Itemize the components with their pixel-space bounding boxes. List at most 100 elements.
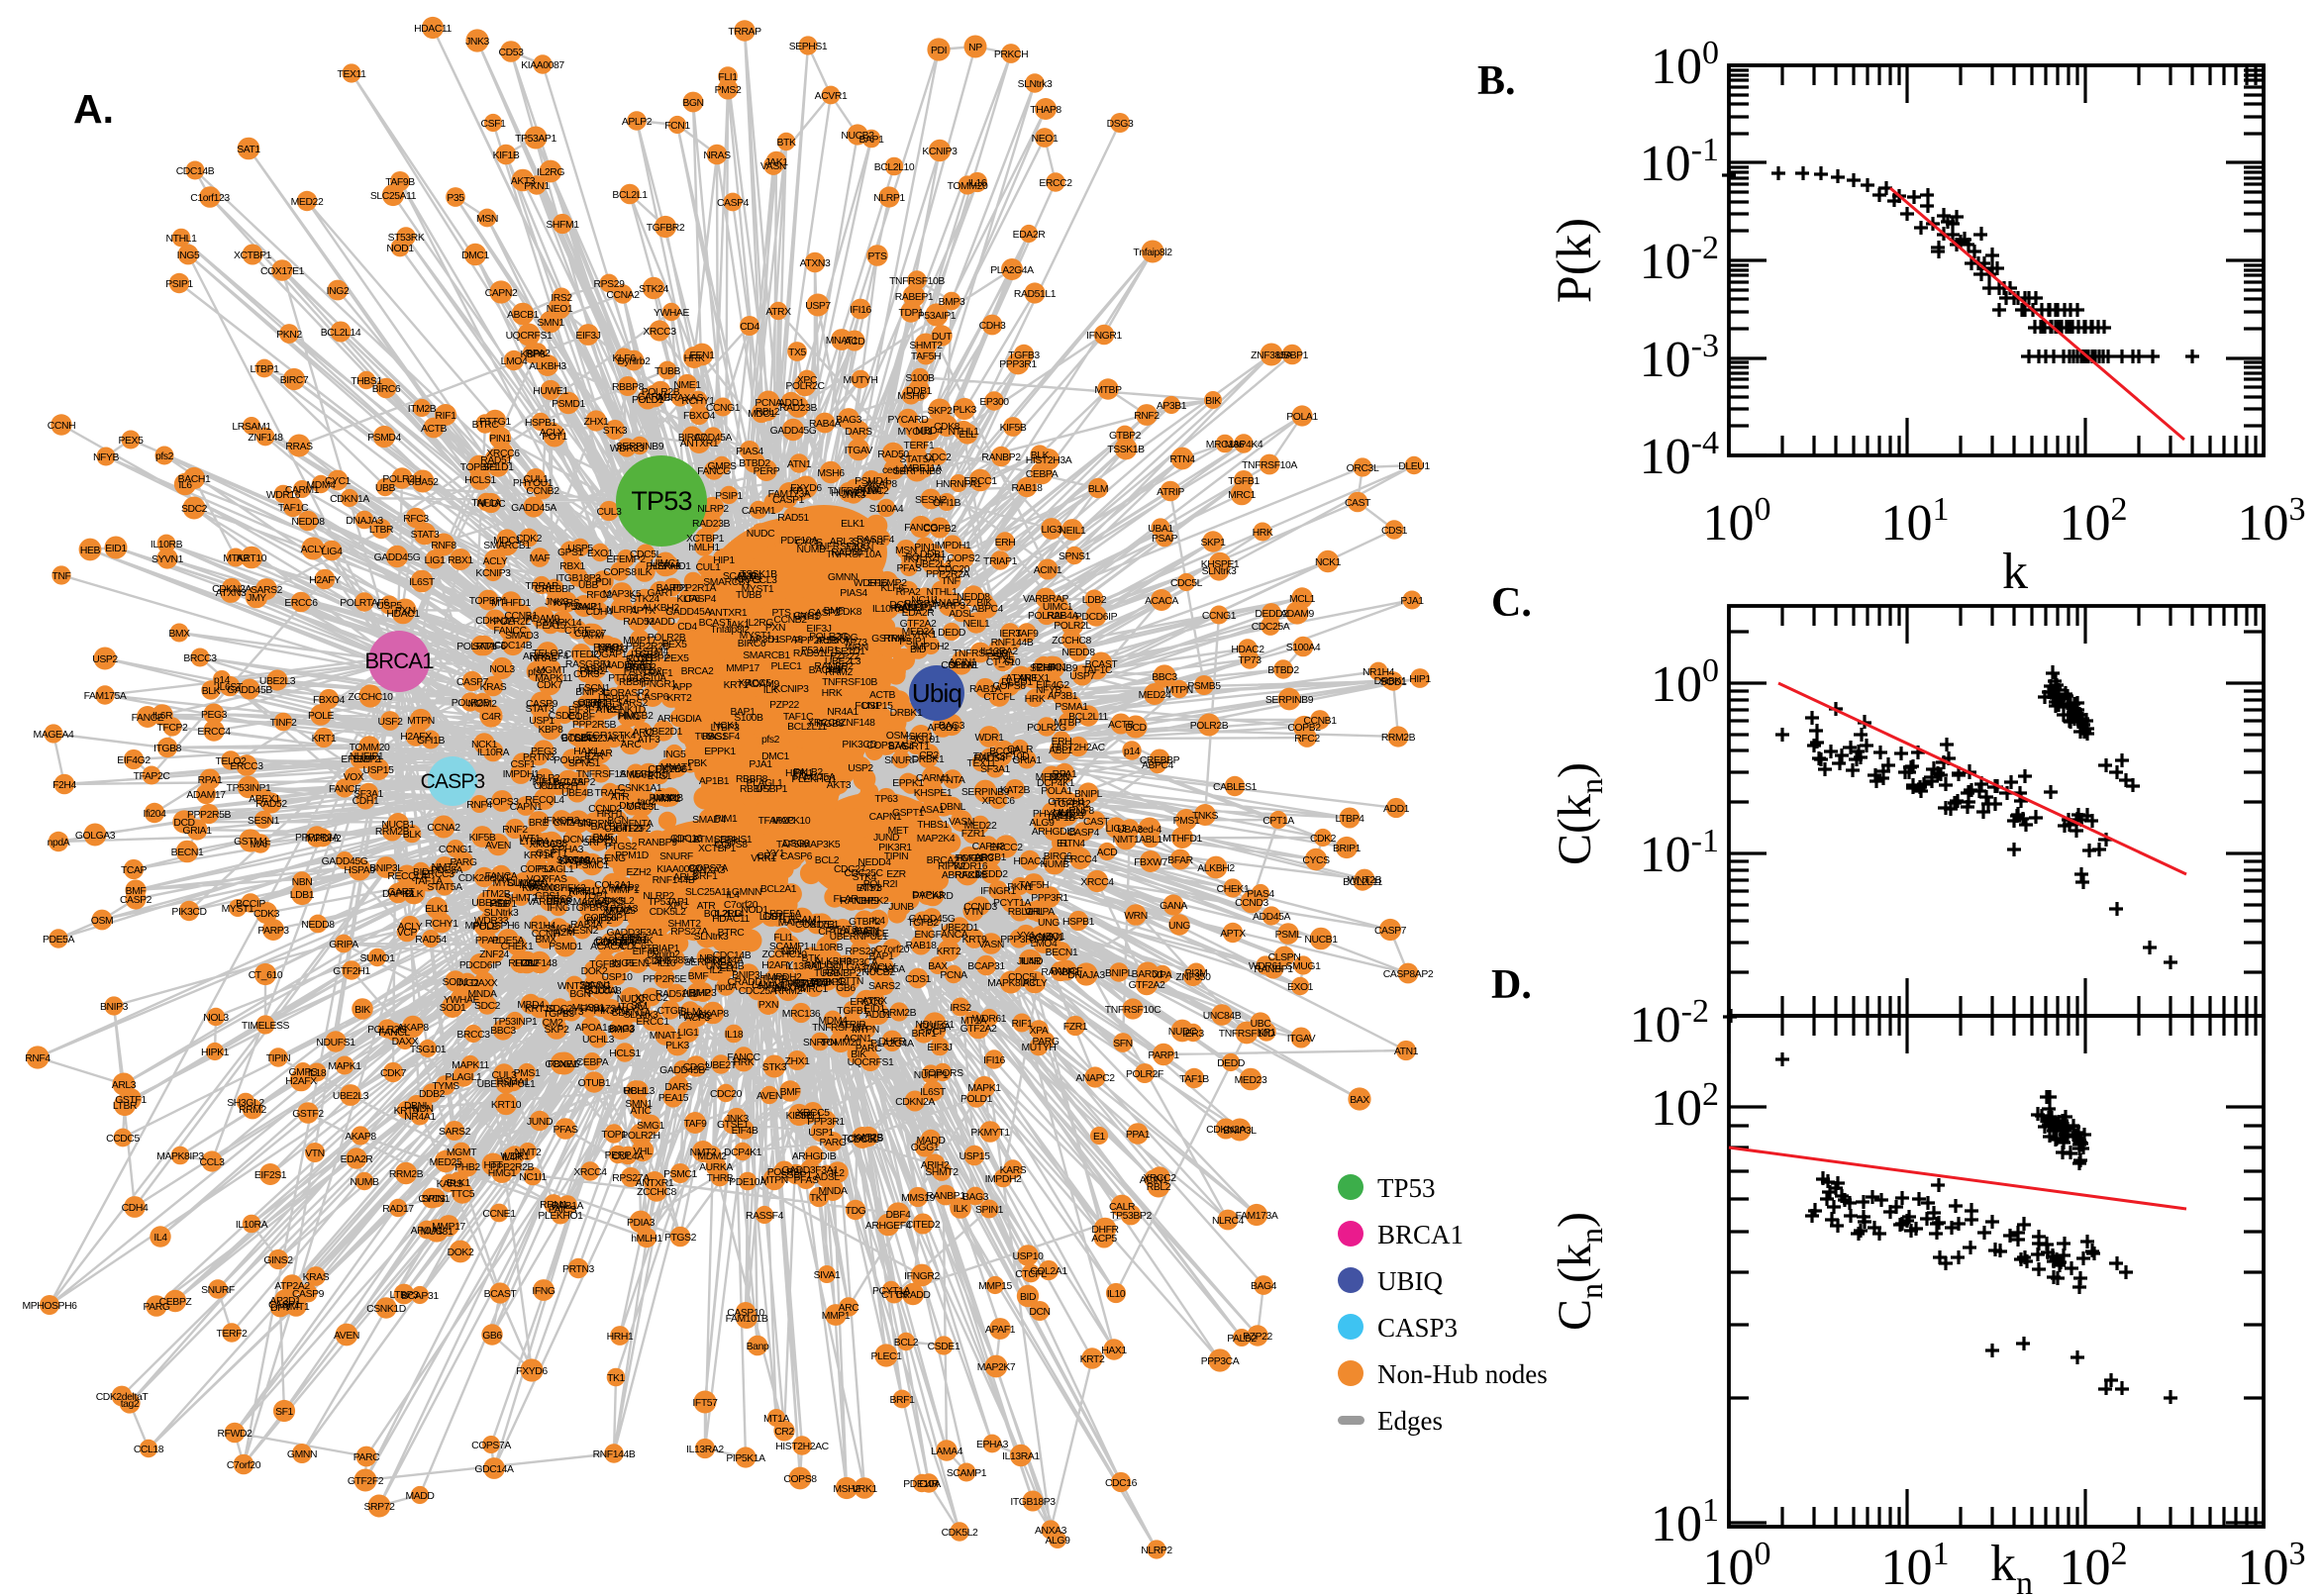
svg-text:ATM: ATM: [693, 835, 713, 846]
svg-text:ITGB8: ITGB8: [153, 744, 182, 754]
svg-text:CDS1: CDS1: [1381, 526, 1408, 537]
svg-text:KIF1B: KIF1B: [493, 150, 520, 161]
svg-text:COPS7A: COPS7A: [866, 741, 906, 751]
svg-text:XCTBP1: XCTBP1: [234, 250, 272, 261]
svg-text:ZCCHC8: ZCCHC8: [1052, 636, 1091, 647]
svg-text:MNDA: MNDA: [819, 1186, 848, 1197]
svg-text:PLEKHO1: PLEKHO1: [646, 561, 691, 572]
svg-text:YWHAE: YWHAE: [654, 308, 690, 319]
svg-text:TOPORS: TOPORS: [922, 1068, 963, 1079]
svg-text:TAF1C: TAF1C: [278, 503, 309, 514]
svg-text:PALB2: PALB2: [793, 767, 823, 778]
svg-text:CASP6: CASP6: [780, 851, 813, 862]
svg-text:UQCRFS1: UQCRFS1: [506, 331, 553, 342]
svg-text:PTGS2: PTGS2: [605, 842, 638, 852]
svg-text:NUDC: NUDC: [747, 529, 775, 540]
svg-text:TUBG1: TUBG1: [695, 732, 728, 743]
svg-text:CREBBP: CREBBP: [1140, 755, 1180, 766]
svg-text:RAD23B: RAD23B: [692, 519, 730, 530]
svg-text:ACTB: ACTB: [421, 424, 448, 435]
svg-text:TCAP: TCAP: [121, 865, 148, 876]
svg-text:NLRP2: NLRP2: [1141, 1546, 1172, 1556]
svg-text:MMS19: MMS19: [901, 1193, 935, 1204]
svg-text:UBE4B: UBE4B: [561, 788, 594, 799]
svg-text:SUMO1: SUMO1: [360, 953, 396, 964]
svg-text:SMAD3: SMAD3: [505, 631, 539, 642]
svg-text:NOD1: NOD1: [741, 905, 768, 916]
svg-text:PLAGL1: PLAGL1: [446, 1072, 483, 1083]
svg-text:MAPK10: MAPK10: [772, 816, 811, 827]
svg-text:BMF: BMF: [126, 886, 147, 897]
svg-text:DCD: DCD: [1125, 723, 1146, 734]
svg-text:GRIPA: GRIPA: [329, 940, 358, 950]
svg-text:POLR2F: POLR2F: [1126, 1069, 1163, 1080]
svg-text:SKP2: SKP2: [928, 406, 954, 417]
svg-text:BRE: BRE: [529, 818, 550, 829]
svg-text:P35: P35: [447, 193, 464, 204]
svg-text:MAF: MAF: [530, 553, 551, 564]
svg-text:KRT1: KRT1: [312, 734, 337, 745]
svg-text:HIP1: HIP1: [713, 555, 735, 566]
svg-text:UBA3: UBA3: [546, 896, 571, 907]
svg-text:Ifi204: Ifi204: [143, 809, 166, 820]
svg-text:SESN1: SESN1: [248, 816, 280, 827]
svg-text:LRSAM1: LRSAM1: [232, 422, 271, 433]
svg-text:TERF2: TERF2: [217, 1329, 249, 1340]
svg-text:CASP7: CASP7: [456, 677, 489, 688]
svg-text:ACACA: ACACA: [1145, 596, 1178, 607]
svg-text:MAP3K5: MAP3K5: [603, 589, 642, 600]
svg-text:CM2: CM2: [554, 818, 574, 829]
svg-text:ACP5: ACP5: [1091, 1234, 1117, 1245]
svg-text:RIF1: RIF1: [436, 411, 457, 422]
svg-text:MAPK1: MAPK1: [967, 1083, 1001, 1094]
svg-text:BAG3: BAG3: [962, 1192, 989, 1203]
svg-text:TP53: TP53: [1377, 1173, 1436, 1203]
svg-text:ARC: ARC: [839, 1303, 860, 1314]
svg-text:IL10RA: IL10RA: [477, 748, 510, 758]
svg-text:CDS1: CDS1: [905, 974, 932, 985]
svg-text:RTN4: RTN4: [1169, 454, 1195, 465]
svg-text:EZR: EZR: [584, 751, 604, 762]
svg-text:TGFBR2: TGFBR2: [647, 223, 685, 234]
svg-text:CASP3: CASP3: [1377, 1313, 1458, 1343]
svg-text:S100B: S100B: [905, 373, 935, 384]
svg-text:FANCF: FANCF: [329, 784, 360, 795]
svg-text:E1: E1: [1093, 1132, 1106, 1143]
svg-text:NOL3: NOL3: [489, 664, 515, 675]
svg-text:COPS2: COPS2: [614, 933, 648, 944]
svg-text:CDC25A: CDC25A: [1252, 622, 1290, 633]
svg-text:VCP: VCP: [397, 928, 418, 939]
svg-text:PDIA3: PDIA3: [627, 1218, 656, 1229]
svg-text:PPP3R1: PPP3R1: [999, 359, 1037, 370]
svg-text:FLI1: FLI1: [773, 933, 793, 944]
svg-text:TNFRSF10A: TNFRSF10A: [1242, 460, 1297, 471]
svg-text:NEIL1: NEIL1: [1060, 526, 1086, 537]
svg-text:MYST1: MYST1: [222, 904, 254, 915]
svg-text:NOD1: NOD1: [386, 244, 414, 254]
svg-text:GSTF2: GSTF2: [292, 1109, 324, 1120]
svg-text:HSPB1: HSPB1: [1062, 917, 1095, 928]
svg-text:ACD: ACD: [1097, 848, 1118, 858]
svg-text:MED24: MED24: [1139, 690, 1171, 701]
svg-text:GADD45G: GADD45G: [374, 552, 421, 563]
svg-text:COPS6: COPS6: [583, 913, 617, 924]
svg-text:ZNF148: ZNF148: [248, 433, 283, 444]
svg-text:IER3: IER3: [1182, 1029, 1204, 1040]
svg-text:ILK: ILK: [954, 1204, 968, 1215]
svg-text:TP63: TP63: [874, 794, 898, 805]
svg-text:BGN: BGN: [682, 98, 703, 109]
svg-text:KRT10: KRT10: [491, 1100, 522, 1111]
svg-text:MET: MET: [888, 826, 910, 837]
svg-text:SFN: SFN: [1113, 1039, 1133, 1049]
svg-text:TNKS: TNKS: [1192, 811, 1219, 822]
svg-text:PLEKHO1: PLEKHO1: [538, 1211, 583, 1222]
svg-text:IFI16: IFI16: [850, 305, 871, 316]
svg-text:IL10RB: IL10RB: [811, 943, 844, 953]
svg-text:CDC14B: CDC14B: [176, 166, 215, 177]
svg-text:DUT: DUT: [932, 332, 953, 343]
svg-text:PARP1: PARP1: [904, 599, 936, 610]
svg-text:PXN: PXN: [758, 1000, 778, 1011]
svg-text:ATRX: ATRX: [765, 307, 791, 318]
svg-text:BIK: BIK: [1205, 396, 1221, 407]
svg-text:TAF1B: TAF1B: [1179, 1074, 1209, 1085]
